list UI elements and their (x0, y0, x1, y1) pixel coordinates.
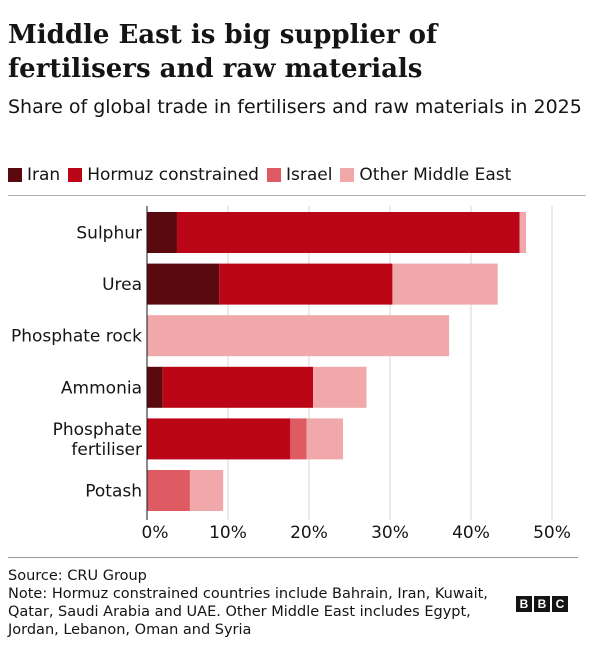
bar-segment (306, 418, 344, 460)
bar-segment (147, 315, 450, 357)
bar-segment (313, 366, 367, 408)
bar-segment (147, 418, 291, 460)
bar-segment (519, 212, 527, 253)
bbc-logo-letter: C (552, 596, 568, 612)
category-label: Potash (85, 482, 142, 502)
bar-segment (176, 212, 520, 253)
source-text: Source: CRU Group (8, 568, 147, 584)
bar-segment (162, 366, 314, 408)
bbc-logo-letter: B (534, 596, 550, 612)
legend-label-iran: Iran (27, 165, 61, 185)
chart-title: Middle East is big supplier of fertilise… (8, 20, 438, 84)
bar-segment (147, 470, 190, 511)
legend-item-israel: Israel (266, 165, 333, 185)
category-label: Ammonia (61, 378, 142, 398)
bar-segment (219, 263, 393, 305)
legend-label-israel: Israel (285, 165, 333, 185)
bar-segment (147, 366, 163, 408)
x-tick-label: 10% (209, 523, 247, 543)
category-label: Phosphate fertiliser (53, 420, 142, 460)
legend-swatch-israel (266, 168, 281, 182)
category-label: Urea (102, 275, 142, 295)
bottom-divider (8, 557, 578, 558)
bar-segment (392, 263, 498, 305)
legend-item-hormuz-constrained: Hormuz constrained (68, 165, 259, 185)
x-tick-label: 40% (452, 523, 490, 543)
legend-item-other-middle-east: Other Middle East (340, 165, 511, 185)
legend-swatch-other-middle-east (340, 168, 355, 182)
legend-label-other-middle-east: Other Middle East (359, 165, 512, 185)
x-tick-label: 30% (371, 523, 409, 543)
x-tick-label: 50% (533, 523, 571, 543)
bar-segment (290, 418, 307, 460)
legend-item-iran: Iran (8, 165, 60, 185)
top-divider (8, 195, 586, 196)
category-label-line: Phosphate (53, 420, 142, 440)
bar-segment (147, 263, 220, 305)
bar-segment (189, 470, 224, 511)
x-tick-label: 0% (142, 523, 169, 543)
category-label-line: fertiliser (71, 440, 142, 460)
chart-subtitle: Share of global trade in fertilisers and… (8, 96, 582, 118)
legend-swatch-hormuz-constrained (68, 168, 83, 182)
bar-chart: 0% 10% 20% 30% 40% 50% Sulphur Urea Phosphate ro… (11, 206, 571, 543)
legend-swatch-iran (8, 168, 22, 182)
bbc-logo: B B C (516, 596, 570, 612)
x-tick-label: 20% (290, 523, 328, 543)
legend-label-hormuz-constrained: Hormuz constrained (87, 165, 259, 185)
bbc-logo-letter: B (516, 596, 532, 612)
bar-segment (147, 212, 177, 253)
note-text: Note: Hormuz constrained countries inclu… (8, 586, 488, 638)
category-label: Sulphur (76, 224, 142, 244)
legend: Iran Hormuz constrained Israel Other Mid… (8, 164, 519, 186)
category-label: Phosphate rock (11, 327, 142, 347)
